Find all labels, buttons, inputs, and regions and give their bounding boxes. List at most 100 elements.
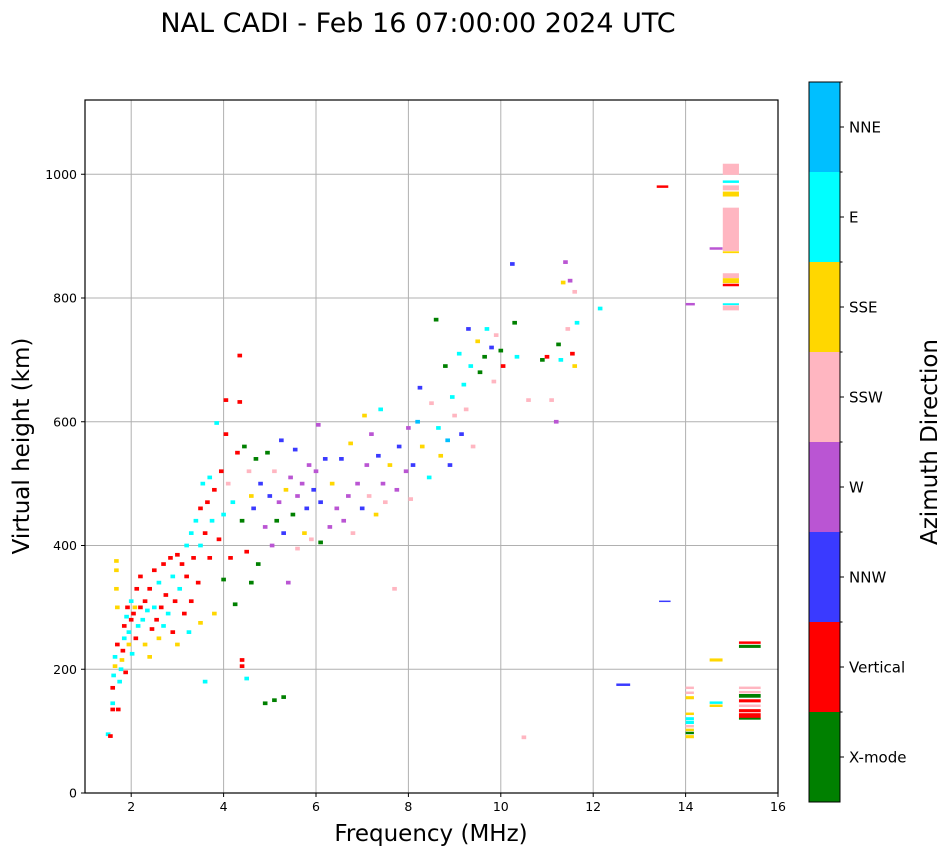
data-point-sse [475,339,481,344]
data-point-ssw [722,207,739,251]
data-point-e [709,701,723,704]
colorbar-label-vertical: Vertical [849,659,905,677]
data-point-e [230,500,236,505]
data-point-nnw [466,327,471,331]
data-point-sse [560,280,566,285]
data-point-ssw [685,724,694,728]
data-point-sse [147,655,152,659]
data-point-sse [114,586,119,591]
data-point-e [129,651,135,656]
data-point-e [140,617,146,622]
y-tick-label: 800 [53,291,77,306]
data-point-w [269,543,275,548]
colorbar-label-sse: SSE [849,299,878,317]
data-point-e [165,611,171,616]
data-point-vertical [207,556,213,560]
data-point-vertical [121,624,127,628]
data-point-nnw [459,432,464,436]
data-point-w [364,463,370,467]
data-point-ssw [246,469,252,474]
data-point-vertical [147,586,152,591]
chart-title: NAL CADI - Feb 16 07:00:00 2024 UTC [160,8,675,39]
data-point-nnw [359,506,365,511]
data-point-w [262,525,268,529]
data-point-vertical [154,617,159,622]
data-point-ssw [429,401,434,406]
x-tick-label: 10 [493,799,509,814]
data-point-ssw [685,691,694,694]
data-point-e [468,364,474,368]
x-axis-label: Frequency (MHz) [334,821,527,847]
data-point-nnw [376,453,381,458]
data-point-e [221,512,226,517]
data-point-w [563,260,568,264]
data-point-vertical [131,611,136,616]
data-point-x-mode [318,540,323,545]
data-point-vertical [223,432,229,436]
data-point-x-mode [281,695,286,699]
data-point-w [285,580,291,585]
data-point-w [288,475,293,480]
data-point-e [558,358,564,362]
data-point-vertical [120,648,126,653]
data-point-x-mode [274,518,280,523]
data-point-w [334,506,340,511]
data-point-ssw [738,690,761,694]
data-point-sse [329,481,335,486]
data-point-vertical [202,531,208,535]
data-point-w [346,494,351,498]
data-point-vertical [205,500,210,505]
data-point-e [722,303,739,306]
data-point-ssw [295,546,300,551]
data-point-w [295,494,300,498]
data-point-ssw [366,494,372,498]
data-point-x-mode [443,364,448,368]
data-point-w [685,302,695,306]
data-point-e [574,320,580,325]
data-point-e [188,531,194,535]
data-point-e [514,354,520,359]
data-point-vertical [182,611,187,616]
data-point-vertical [198,506,203,511]
data-point-sse [348,441,353,446]
data-point-x-mode [239,518,245,523]
data-point-vertical [738,713,761,719]
data-point-vertical [142,599,148,604]
data-point-ssw [272,469,277,474]
x-tick-label: 8 [404,799,412,814]
colorbar-segment-ssw [809,352,840,442]
data-point-w [276,500,282,505]
data-point-sse [709,658,723,662]
colorbar-segment-nne [809,82,840,172]
data-point-vertical [133,636,139,641]
x-tick-label: 12 [585,799,601,814]
colorbar-segment-sse [809,262,840,352]
data-point-sse [722,278,739,284]
data-point-ssw [309,537,314,542]
y-tick-label: 400 [53,538,77,553]
data-point-w [316,422,321,427]
data-point-sse [438,453,444,458]
data-point-x-mode [540,358,545,362]
data-point-e [135,624,141,628]
data-point-nnw [311,487,316,492]
data-point-vertical [134,586,140,591]
data-point-e [685,720,694,725]
data-point-vertical [239,664,245,669]
data-point-nnw [659,600,671,603]
data-point-e [685,717,694,721]
data-point-vertical [158,605,164,610]
data-point-x-mode [477,370,483,375]
data-point-nnw [292,447,298,452]
data-point-vertical [191,556,196,560]
data-point-vertical [235,450,240,455]
data-point-ssw [463,407,469,412]
data-point-w [553,419,559,424]
data-point-e [151,605,157,610]
data-point-x-mode [482,354,487,359]
data-point-vertical [738,709,761,713]
data-point-sse [249,494,254,498]
data-point-ssw [392,586,397,591]
data-point-w [403,469,409,474]
